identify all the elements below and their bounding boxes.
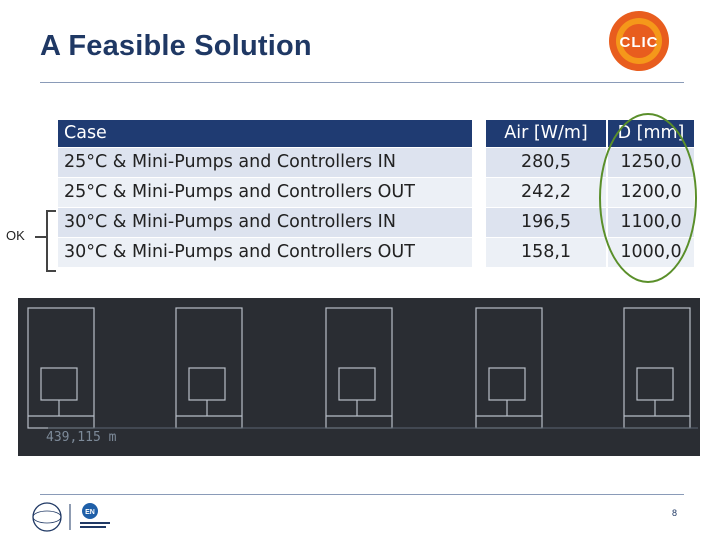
case-cell: 30°C & Mini-Pumps and Controllers OUT (58, 238, 472, 267)
case-column: Case 25°C & Mini-Pumps and Controllers I… (58, 120, 472, 268)
svg-text:CLIC: CLIC (620, 34, 659, 51)
footer-logos-icon: EN (30, 500, 140, 534)
ok-label: OK (6, 228, 25, 243)
case-header: Case (58, 120, 472, 147)
highlight-ellipse (599, 113, 697, 283)
footer-rule (40, 494, 684, 495)
air-column: Air [W/m] 280,5 242,2 196,5 158,1 (486, 120, 606, 268)
air-cell: 196,5 (486, 208, 606, 237)
air-header: Air [W/m] (486, 120, 606, 147)
clic-logo-icon: CLIC (608, 10, 670, 72)
title-rule (40, 82, 684, 83)
svg-text:EN: EN (85, 509, 95, 516)
cad-drawing (18, 298, 700, 456)
page-number: 8 (672, 508, 677, 518)
air-cell: 158,1 (486, 238, 606, 267)
slide-title: A Feasible Solution (40, 30, 312, 63)
cad-layout-icon (18, 298, 700, 456)
air-cell: 280,5 (486, 148, 606, 177)
case-cell: 25°C & Mini-Pumps and Controllers IN (58, 148, 472, 177)
case-cell: 30°C & Mini-Pumps and Controllers IN (58, 208, 472, 237)
ok-bracket-icon (46, 210, 56, 272)
case-cell: 25°C & Mini-Pumps and Controllers OUT (58, 178, 472, 207)
air-cell: 242,2 (486, 178, 606, 207)
cad-dimension-label: 439,115 m (46, 430, 116, 445)
